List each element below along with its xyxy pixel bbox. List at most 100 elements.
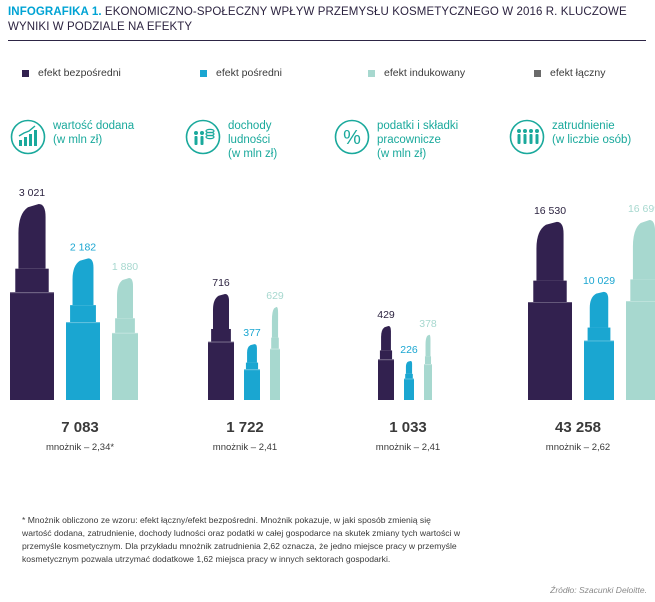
lipstick-direct-3 [528, 221, 572, 400]
legend-total-label: efekt łączny [550, 67, 606, 79]
legend-direct-label: efekt bezpośredni [38, 67, 121, 79]
bar-case-induced-1 [270, 348, 280, 400]
lipstick-induced-1 [270, 306, 280, 400]
title-lead: INFOGRAFIKA 1. [8, 6, 102, 18]
legend-direct: efekt bezpośredni [22, 67, 121, 79]
bar-case-induced-3 [626, 301, 655, 400]
multiplier-taxes: mnożnik – 2,41 [375, 442, 441, 453]
category-income-label: dochody ludności (w mln zł) [228, 120, 278, 160]
bar-tip-direct-0 [18, 204, 46, 269]
category-taxes-label: podatki i składki pracownicze (w mln zł) [377, 120, 459, 160]
bar-tube-indirect-3 [587, 327, 611, 341]
bar-tube-direct-0 [15, 268, 49, 293]
legend-total: efekt łączny [534, 67, 605, 79]
multiplier-employment: mnożnik – 2,62 [545, 442, 611, 453]
bar-tube-direct-2 [379, 350, 393, 360]
bar-case-induced-0 [112, 332, 138, 400]
value-label-induced-2: 378 [419, 318, 437, 330]
bar-tip-induced-1 [271, 306, 279, 338]
lipstick-direct-1 [208, 294, 234, 400]
bar-tip-indirect-0 [72, 258, 94, 306]
people-coins-icon [185, 119, 221, 155]
bar-tip-induced-3 [632, 220, 655, 280]
source-note: Źródło: Szacunki Deloitte. [550, 585, 647, 595]
bar-case-indirect-1 [244, 369, 260, 400]
lipstick-indirect-1 [244, 344, 260, 400]
total-employment: 43 258 [555, 419, 601, 436]
legend-induced-swatch [368, 69, 375, 77]
bar-tip-direct-2 [381, 326, 391, 351]
value-label-induced-1: 629 [266, 290, 284, 302]
legend-indirect-label: efekt pośredni [216, 67, 282, 79]
value-label-direct-2: 429 [377, 309, 395, 321]
lipstick-indirect-2 [404, 361, 414, 400]
bar-tube-indirect-1 [245, 362, 259, 370]
bar-tube-induced-2 [424, 356, 432, 365]
bar-tip-induced-2 [425, 334, 431, 357]
bar-case-indirect-2 [404, 378, 414, 400]
lipstick-direct-0 [10, 204, 54, 400]
bar-case-direct-2 [378, 359, 394, 400]
category-value-added: wartość dodana (w mln zł) [10, 119, 134, 155]
bar-tube-induced-3 [630, 279, 655, 301]
title-text: EKONOMICZNO-SPOŁECZNY WPŁYW PRZEMYSŁU KO… [8, 6, 627, 33]
multiplier-income: mnożnik – 2,41 [212, 442, 278, 453]
value-label-indirect-3: 10 029 [583, 275, 615, 287]
bar-tip-indirect-1 [247, 344, 257, 363]
bar-tube-indirect-2 [405, 373, 413, 379]
legend-indirect-swatch [200, 69, 207, 77]
bar-tube-direct-3 [533, 280, 567, 303]
lipstick-induced-0 [112, 278, 138, 400]
value-label-direct-0: 3 021 [19, 187, 45, 199]
legend-indirect: efekt pośredni [200, 67, 282, 79]
lipstick-induced-2 [424, 334, 432, 400]
legend-induced: efekt indukowany [368, 67, 465, 79]
bar-tip-indirect-3 [589, 291, 609, 328]
value-label-indirect-2: 226 [400, 344, 418, 356]
bar-tip-direct-1 [212, 294, 230, 329]
bar-case-induced-2 [424, 364, 432, 400]
bar-tip-induced-0 [116, 278, 134, 319]
bar-tip-indirect-2 [405, 361, 413, 374]
total-value-added: 7 083 [61, 419, 99, 436]
category-taxes: % podatki i składki pracownicze (w mln z… [334, 119, 458, 161]
bar-case-direct-1 [208, 341, 234, 400]
total-income: 1 722 [226, 419, 264, 436]
category-employment-label: zatrudnienie (w liczbie osób) [552, 120, 632, 146]
bar-tube-induced-0 [115, 318, 135, 333]
category-value-added-label: wartość dodana (w mln zł) [53, 120, 135, 146]
infographic-title: INFOGRAFIKA 1. EKONOMICZNO-SPOŁECZNY WPŁ… [8, 5, 648, 35]
bar-tube-direct-1 [211, 328, 231, 342]
category-income: dochody ludności (w mln zł) [185, 119, 277, 161]
value-label-direct-3: 16 530 [534, 205, 566, 217]
bar-case-direct-3 [528, 302, 572, 400]
value-label-induced-0: 1 880 [112, 261, 138, 273]
bar-case-direct-0 [10, 292, 54, 400]
legend-total-swatch [534, 69, 541, 77]
title-divider [8, 40, 646, 41]
multiplier-value-added: mnożnik – 2,34* [45, 442, 115, 453]
legend-induced-label: efekt indukowany [384, 67, 466, 79]
svg-text:%: % [343, 127, 361, 149]
category-employment: zatrudnienie (w liczbie osób) [509, 119, 631, 155]
bar-case-indirect-0 [66, 322, 100, 400]
value-label-indirect-0: 2 182 [70, 241, 96, 253]
value-label-direct-1: 716 [212, 277, 230, 289]
lipstick-direct-2 [378, 326, 394, 400]
lipstick-indirect-0 [66, 258, 100, 400]
bar-case-indirect-3 [584, 340, 614, 400]
total-taxes: 1 033 [389, 419, 427, 436]
bar-tube-induced-1 [271, 337, 279, 349]
bar-tip-direct-3 [536, 221, 564, 281]
value-label-induced-3: 16 699 [628, 203, 655, 215]
footnote: * Mnożnik obliczono ze wzoru: efekt łącz… [22, 515, 461, 564]
growth-chart-icon [10, 119, 46, 155]
bar-tube-indirect-0 [70, 305, 96, 323]
value-label-indirect-1: 377 [243, 327, 261, 339]
legend-direct-swatch [22, 69, 29, 77]
lipstick-indirect-3 [584, 291, 614, 400]
percent-icon: % [334, 119, 370, 155]
people-icon [509, 119, 545, 155]
lipstick-induced-3 [626, 220, 655, 400]
